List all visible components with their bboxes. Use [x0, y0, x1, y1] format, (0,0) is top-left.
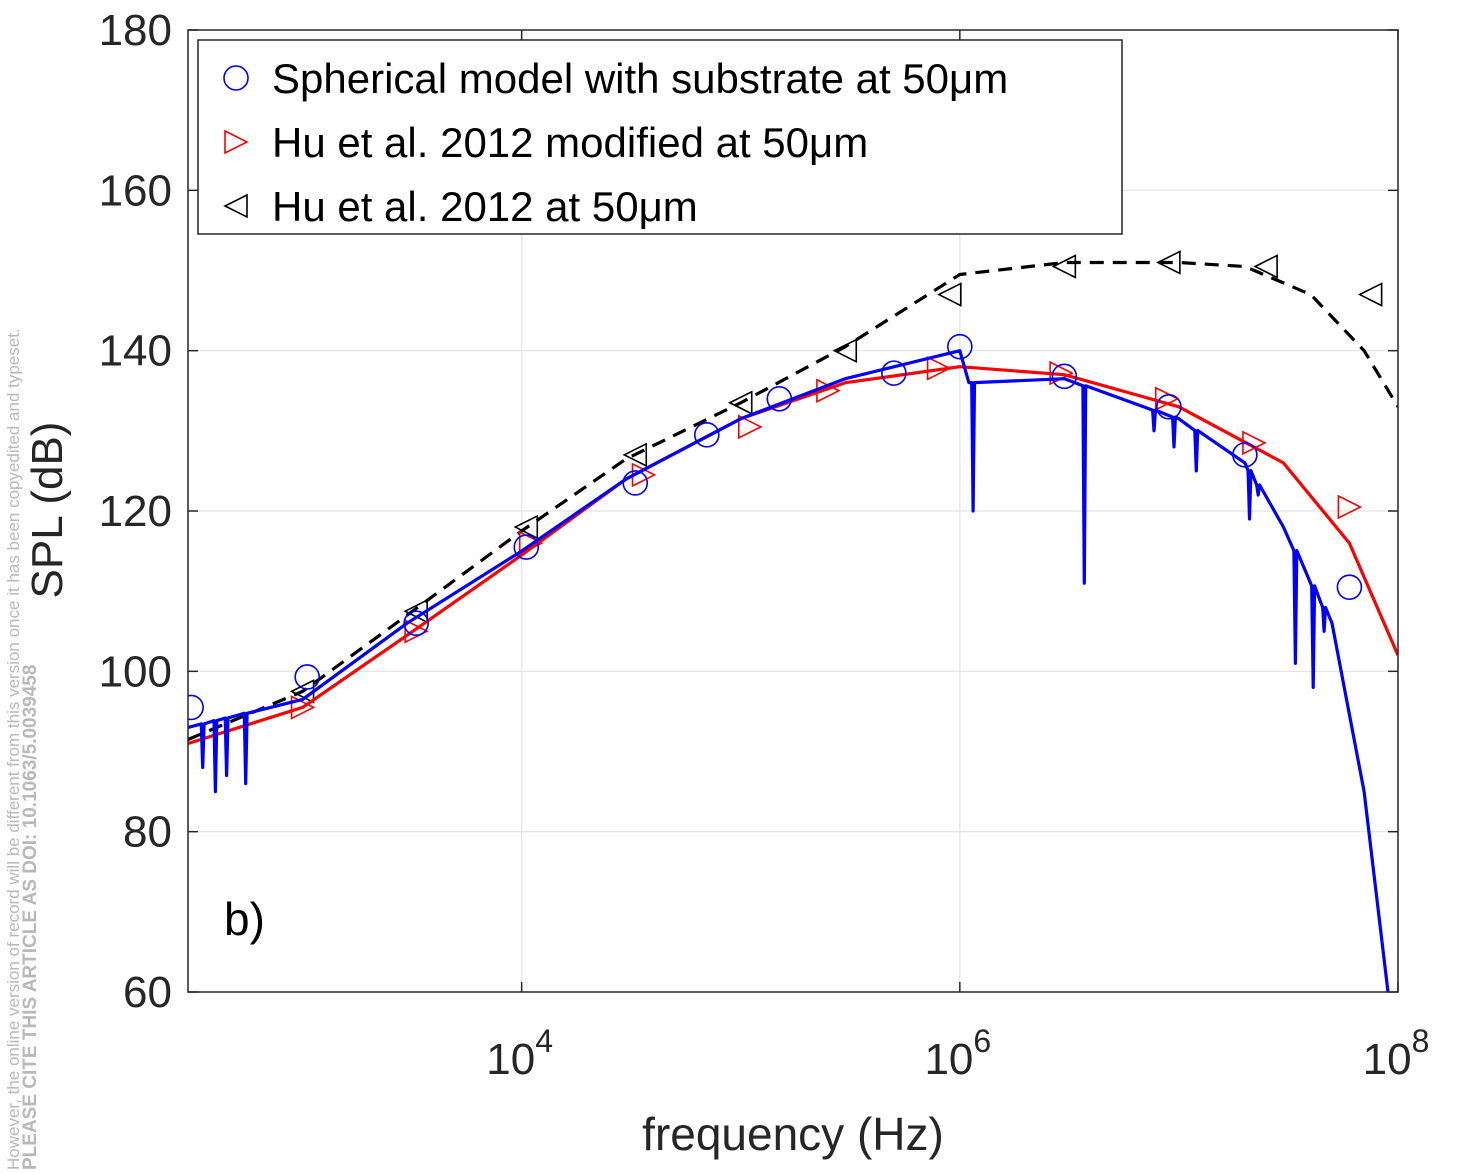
data-point-triangle-right	[1337, 494, 1363, 520]
data-point-circle	[1051, 363, 1078, 390]
data-point-circle	[403, 610, 429, 637]
data-point-circle	[294, 664, 320, 690]
data-point-triangle-left	[727, 390, 753, 416]
y-tick-label: 80	[123, 808, 172, 857]
data-point-circle	[188, 694, 204, 721]
x-tick-label: 104	[486, 1023, 553, 1084]
y-axis-label: SPL (dB)	[23, 422, 72, 599]
data-point-circle	[1336, 574, 1363, 600]
data-point-triangle-right	[738, 414, 763, 440]
data-point-triangle-right	[290, 695, 316, 720]
data-point-triangle-right	[224, 129, 249, 155]
y-tick-label: 140	[99, 327, 172, 376]
data-point-triangle-left	[622, 442, 648, 468]
series-layer	[188, 250, 1398, 992]
x-tick-label: 106	[924, 1023, 991, 1084]
data-point-circle	[1232, 442, 1258, 468]
panel-label: b)	[224, 893, 265, 945]
series-line	[188, 365, 1398, 746]
legend-label: Hu et al. 2012 at 50μm	[272, 183, 698, 230]
series-line	[188, 260, 1398, 741]
data-point-triangle-right	[926, 356, 952, 381]
data-point-circle	[766, 385, 793, 412]
data-point-triangle-left	[937, 282, 962, 307]
legend: Spherical model with substrate at 50μm Hu…	[197, 39, 1123, 235]
x-axis-label: frequency (Hz)	[642, 1108, 944, 1160]
data-point-triangle-left	[1357, 282, 1383, 307]
data-point-triangle-left	[223, 193, 248, 219]
y-tick-label: 180	[99, 6, 172, 55]
data-point-circle	[693, 422, 720, 448]
legend-box	[197, 39, 1123, 235]
data-point-triangle-left	[832, 338, 858, 363]
data-point-circle	[513, 534, 540, 560]
y-tick-label: 120	[99, 487, 172, 536]
series-line	[188, 349, 1390, 992]
data-point-circle	[622, 470, 649, 496]
axis-ticks: 60 80 100 120 140 160 180 104 106 108	[99, 6, 1430, 1084]
series-0	[188, 333, 1390, 992]
series-2	[188, 250, 1398, 741]
data-point-triangle-left	[1253, 254, 1278, 279]
data-point-circle	[1156, 393, 1182, 420]
data-point-triangle-left	[1051, 254, 1077, 279]
series-1	[188, 356, 1398, 746]
x-tick-label: 108	[1363, 1023, 1430, 1084]
data-point-circle	[881, 360, 907, 386]
y-tick-label: 100	[99, 647, 172, 696]
legend-label: Spherical model with substrate at 50μm	[272, 55, 1008, 102]
y-tick-label: 60	[123, 968, 172, 1017]
y-tick-label: 160	[99, 166, 172, 215]
data-point-triangle-right	[518, 530, 544, 556]
legend-label: Hu et al. 2012 modified at 50μm	[272, 119, 868, 166]
data-point-triangle-left	[513, 514, 539, 540]
data-point-circle	[223, 65, 249, 91]
data-point-triangle-right	[404, 618, 429, 644]
data-point-triangle-left	[1156, 250, 1181, 275]
data-point-circle	[947, 333, 973, 360]
data-point-triangle-right	[1154, 386, 1180, 412]
